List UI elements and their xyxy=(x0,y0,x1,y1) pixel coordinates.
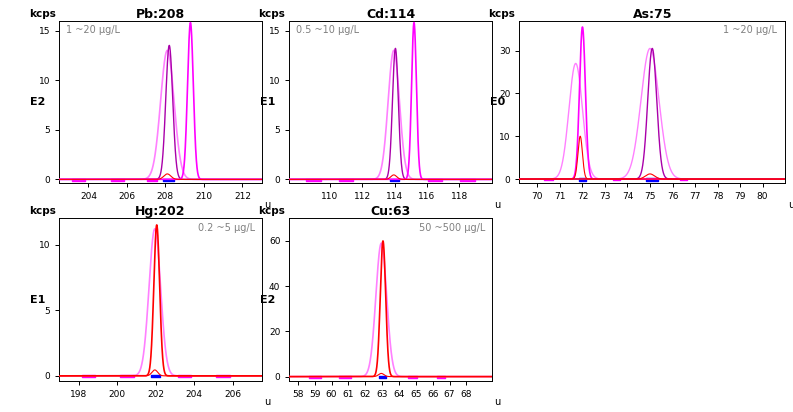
Title: Hg:202: Hg:202 xyxy=(136,205,186,218)
Text: 1 ~20 μg/L: 1 ~20 μg/L xyxy=(66,26,120,35)
Y-axis label: E2: E2 xyxy=(260,295,275,305)
Text: u: u xyxy=(264,397,270,407)
Text: u: u xyxy=(494,397,500,407)
Text: 0.2 ~5 μg/L: 0.2 ~5 μg/L xyxy=(198,223,255,233)
Y-axis label: E1: E1 xyxy=(260,97,275,107)
Title: Cu:63: Cu:63 xyxy=(370,205,411,218)
Text: u: u xyxy=(264,199,270,210)
Text: kcps: kcps xyxy=(259,9,285,19)
Text: 50 ~500 μg/L: 50 ~500 μg/L xyxy=(419,223,485,233)
Title: Pb:208: Pb:208 xyxy=(136,7,185,21)
Title: Cd:114: Cd:114 xyxy=(366,7,416,21)
Title: As:75: As:75 xyxy=(633,7,672,21)
Y-axis label: E1: E1 xyxy=(30,295,45,305)
Text: kcps: kcps xyxy=(259,206,285,216)
Text: u: u xyxy=(787,199,793,210)
Text: 1 ~20 μg/L: 1 ~20 μg/L xyxy=(723,26,777,35)
Text: kcps: kcps xyxy=(29,206,56,216)
Text: kcps: kcps xyxy=(488,9,515,19)
Y-axis label: E2: E2 xyxy=(30,97,45,107)
Text: kcps: kcps xyxy=(29,9,56,19)
Y-axis label: E0: E0 xyxy=(490,97,505,107)
Text: u: u xyxy=(494,199,500,210)
Text: 0.5 ~10 μg/L: 0.5 ~10 μg/L xyxy=(296,26,358,35)
